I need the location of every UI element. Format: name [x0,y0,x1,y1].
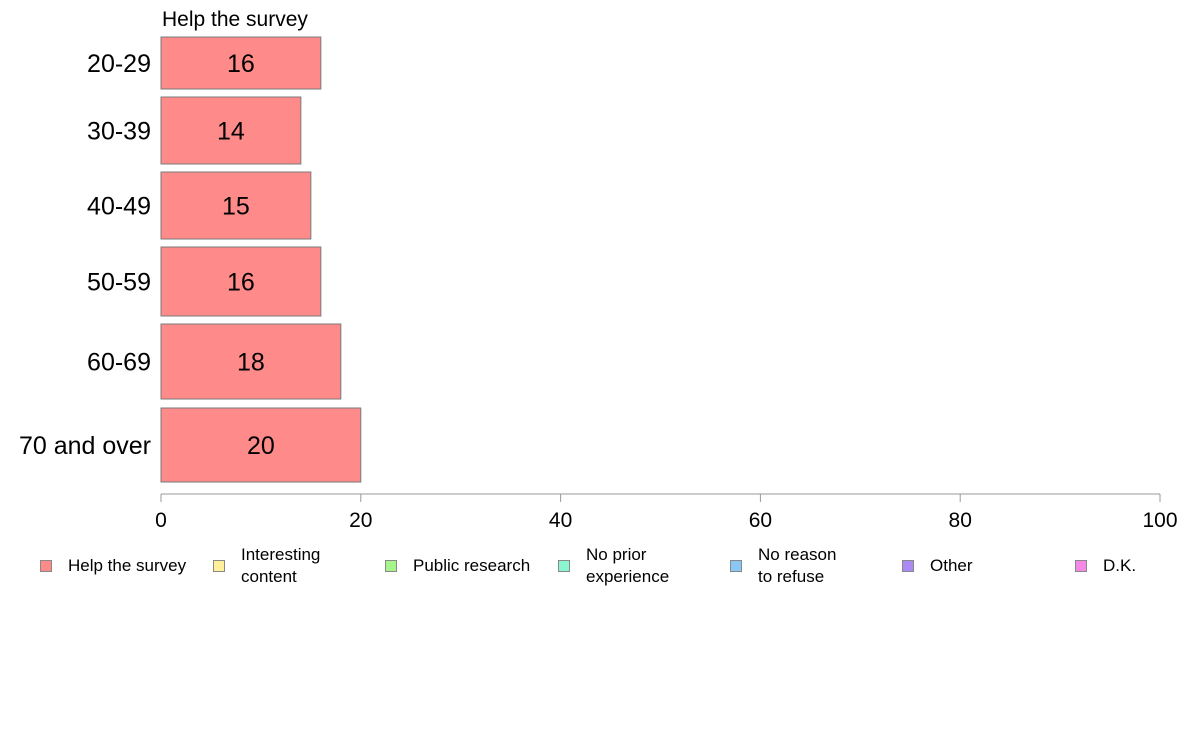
legend-swatch [213,560,225,572]
bar-60-69 [160,323,342,400]
x-tick-label: 80 [949,509,972,532]
panel-title: Help the survey [162,8,308,31]
legend-swatch [902,560,914,572]
x-tick-label: 100 [1142,509,1177,532]
bar-value-label: 20 [247,432,275,460]
legend-item: Help the survey [40,544,186,588]
category-label: 20-29 [87,50,151,78]
bar-50-59 [160,246,322,317]
category-label: 30-39 [87,118,151,146]
legend-label: No prior experience [586,545,670,586]
legend-swatch [558,560,570,572]
legend-swatch [385,560,397,572]
x-tick-label: 60 [749,509,772,532]
x-tick-label: 0 [155,509,167,532]
bar-value-label: 18 [237,349,265,377]
category-label: 50-59 [87,269,151,297]
bars-group: 16 20-29 14 30-39 15 40-49 16 50-59 18 60-69 20 70 … [19,36,362,483]
bar-value-label: 16 [227,269,255,297]
bar-20-29 [160,36,322,90]
legend-label: No reason to refuse [758,545,837,586]
bar-value-label: 14 [217,118,245,146]
bar-chart: Help the survey 16 20-29 14 30-39 15 40-49 16 5… [19,8,1178,532]
category-label: 60-69 [87,349,151,377]
legend-label: Help the survey [68,556,187,575]
bar-30-39 [160,96,302,165]
legend: Help the survey Interesting content Public… [0,544,1188,588]
legend-item: No prior experience [558,544,669,588]
legend-swatch [730,560,742,572]
x-tick-label: 40 [549,509,572,532]
legend-label: Public research [413,556,531,575]
legend-item: D.K. [1075,544,1136,588]
legend-swatch [1075,560,1087,572]
legend-item: Other [902,544,973,588]
x-tick-label: 20 [349,509,372,532]
legend-label: D.K. [1103,556,1137,575]
bar-value-label: 15 [222,193,250,221]
category-label: 40-49 [87,193,151,221]
legend-label: Interesting content [241,545,321,586]
bar-value-label: 16 [227,50,255,78]
bar-40-49 [160,171,312,240]
legend-item: Public research [385,544,530,588]
bar-70-and-over [160,407,362,483]
legend-swatch [40,560,52,572]
legend-item: No reason to refuse [730,544,836,588]
category-label: 70 and over [19,432,151,460]
legend-label: Other [930,556,973,575]
x-axis: 0 20 40 60 80 100 [155,493,1178,532]
legend-item: Interesting content [213,544,320,588]
